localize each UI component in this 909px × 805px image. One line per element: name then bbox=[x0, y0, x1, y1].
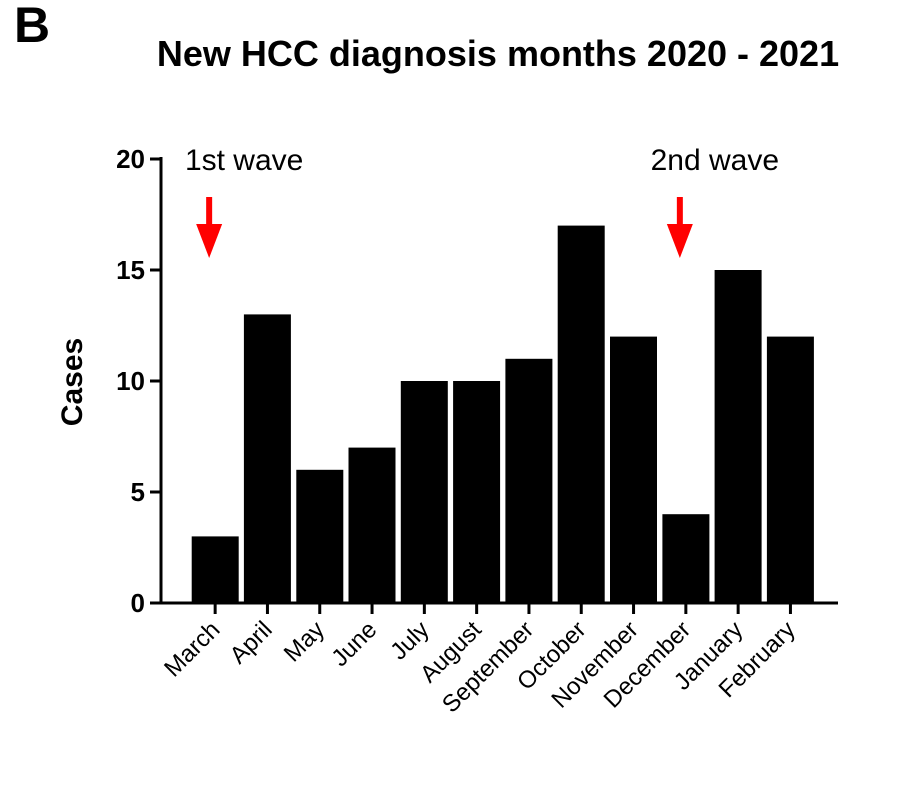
y-tick-label: 0 bbox=[131, 588, 145, 618]
bar-may bbox=[296, 469, 344, 603]
bar-july bbox=[400, 381, 448, 603]
annotation-label-2: 2nd wave bbox=[651, 144, 779, 177]
y-tick-label: 20 bbox=[116, 144, 145, 174]
annotation-arrow-head-2 bbox=[666, 224, 693, 258]
bars-group bbox=[191, 225, 814, 603]
y-tick-label: 10 bbox=[116, 366, 145, 396]
bar-december bbox=[662, 514, 710, 603]
bar-june bbox=[348, 447, 396, 603]
x-tick-label-april: April bbox=[225, 616, 278, 669]
bar-march bbox=[191, 536, 239, 603]
x-tick-label-june: June bbox=[326, 616, 382, 672]
annotation-label-1: 1st wave bbox=[185, 144, 303, 177]
y-tick-label: 5 bbox=[131, 477, 145, 507]
y-tick-label: 15 bbox=[116, 255, 145, 285]
bar-september bbox=[505, 358, 553, 603]
panel-label: B bbox=[14, 0, 50, 53]
chart-title: New HCC diagnosis months 2020 - 2021 bbox=[157, 33, 839, 74]
bar-november bbox=[610, 336, 657, 603]
y-axis-label: Cases bbox=[56, 338, 89, 426]
annotation-arrow-head-1 bbox=[196, 224, 223, 258]
x-tick-label-march: March bbox=[159, 616, 225, 682]
bar-april bbox=[243, 314, 291, 603]
bar-february bbox=[766, 336, 814, 603]
annotations-group: 1st wave 2nd wave bbox=[185, 144, 779, 258]
bar-october bbox=[557, 225, 605, 603]
bar-january bbox=[714, 270, 762, 603]
bar-august bbox=[453, 381, 501, 603]
x-tick-label-may: May bbox=[279, 616, 330, 667]
